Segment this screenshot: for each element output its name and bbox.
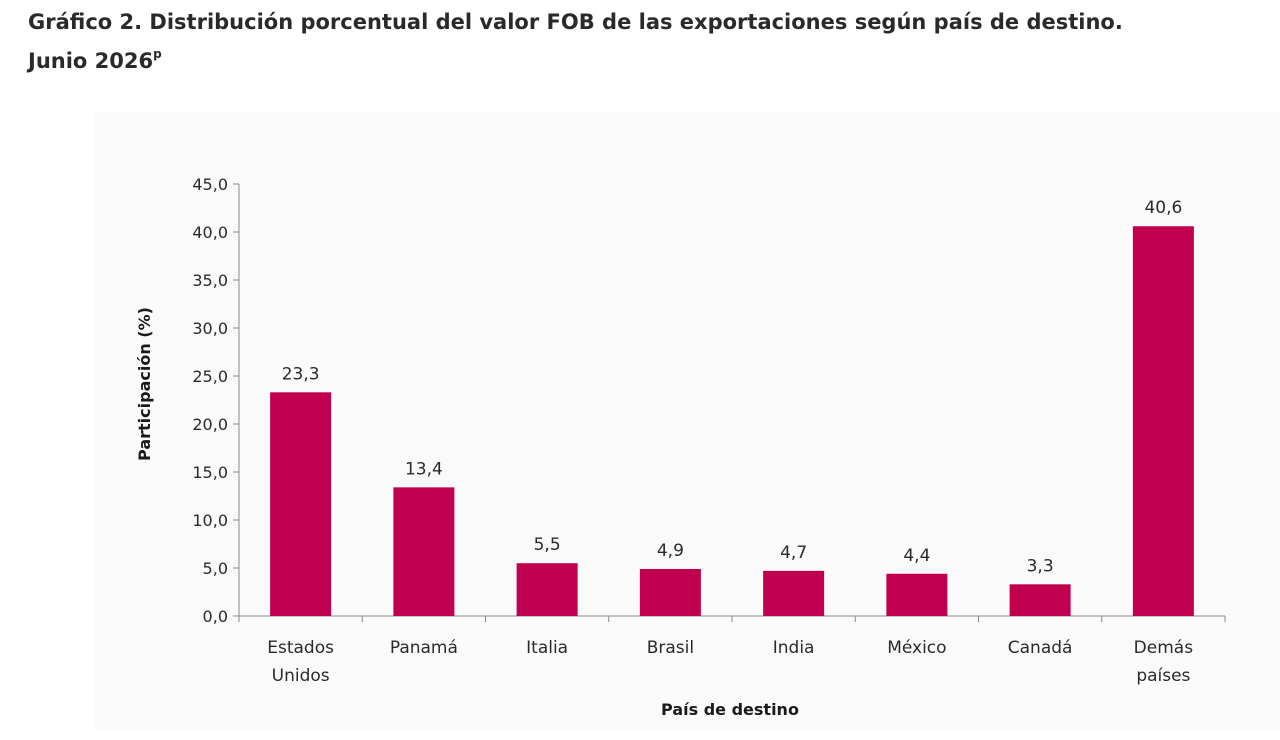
x-tick-label: Canadá (1008, 638, 1073, 658)
bar (639, 568, 701, 616)
data-label: 23,3 (282, 364, 320, 384)
y-tick-label: 25,0 (192, 367, 228, 386)
x-tick-label: países (1136, 666, 1190, 686)
y-tick-label: 35,0 (192, 271, 228, 290)
y-tick-label: 0,0 (203, 607, 228, 626)
x-tick-label: Italia (526, 638, 568, 658)
bar (763, 570, 825, 616)
data-label: 4,7 (780, 543, 807, 563)
bar (1009, 584, 1071, 616)
data-label: 4,9 (657, 541, 684, 561)
y-tick-label: 40,0 (192, 223, 228, 242)
y-tick-label: 15,0 (192, 463, 228, 482)
chart-title-date: Junio 2026 (28, 49, 154, 73)
x-tick-label: Panamá (390, 638, 458, 658)
data-label: 40,6 (1144, 198, 1182, 218)
bar (886, 573, 948, 616)
x-tick-label: India (773, 638, 815, 658)
chart-title-line1: Gráfico 2. Distribución porcentual del v… (28, 10, 1123, 34)
data-label: 5,5 (534, 535, 561, 555)
x-tick-label: Estados (267, 638, 334, 658)
data-label: 13,4 (405, 459, 443, 479)
x-tick-label: México (887, 638, 946, 658)
y-tick-label: 10,0 (192, 511, 228, 530)
bar (516, 563, 578, 616)
x-axis-title: País de destino (661, 700, 799, 719)
x-tick-label: Unidos (272, 666, 330, 686)
y-tick-label: 45,0 (192, 175, 228, 194)
bar (1132, 226, 1194, 617)
x-tick-label: Demás (1134, 638, 1194, 658)
data-label: 4,4 (903, 546, 930, 566)
bar (270, 392, 332, 616)
y-axis-title: Participación (%) (135, 307, 154, 461)
x-tick-label: Brasil (647, 638, 694, 658)
provisional-mark: p (153, 47, 162, 61)
chart-title: Gráfico 2. Distribución porcentual del v… (28, 6, 1123, 77)
bar (393, 487, 455, 616)
data-label: 3,3 (1027, 556, 1054, 576)
y-tick-label: 5,0 (203, 559, 228, 578)
y-tick-label: 30,0 (192, 319, 228, 338)
y-tick-label: 20,0 (192, 415, 228, 434)
chart-title-line2: Junio 2026p (28, 38, 1123, 77)
